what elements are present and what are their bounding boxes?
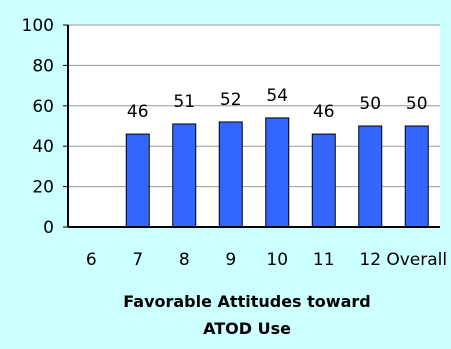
x-tick-label-6: 6 [86,250,97,270]
data-labels: 46 51 52 54 46 50 50 [127,86,428,122]
x-tick-label-7: 7 [132,250,143,270]
data-label-8: 51 [173,92,195,112]
x-axis-title-line-2: ATOD Use [203,319,291,338]
data-label-7: 46 [127,102,149,122]
x-tick-label-10: 10 [266,250,288,270]
x-tick-label-8: 8 [179,250,190,270]
x-axis-title-line-1: Favorable Attitudes toward [123,292,370,311]
y-tick-label-60: 60 [32,97,54,117]
bar-8 [172,123,197,228]
y-tick-label-0: 0 [43,218,54,238]
x-tick-label-12: 12 [359,250,381,270]
data-label-Overall: 50 [406,94,428,114]
y-tick-label-20: 20 [32,178,54,198]
y-tick-label-40: 40 [32,137,54,157]
bar-10 [265,117,290,228]
data-label-11: 46 [313,102,335,122]
bar-7 [125,133,150,228]
x-tick-label-9: 9 [225,250,236,270]
bar-12 [358,125,383,228]
plot-area [68,25,440,227]
x-tick-label-Overall: Overall [386,250,447,270]
y-tick-label-100: 100 [22,16,54,36]
y-axis-ticks: 0 20 40 60 80 100 [22,16,68,238]
data-label-12: 50 [359,94,381,114]
x-tick-label-11: 11 [313,250,335,270]
data-label-10: 54 [266,86,288,106]
y-tick-label-80: 80 [32,56,54,76]
x-axis-ticks: 6 7 8 9 10 11 12 Overall [86,250,447,270]
bar-11 [311,133,336,228]
bar-9 [218,121,243,228]
bar-Overall [404,125,429,228]
data-label-9: 52 [220,90,242,110]
